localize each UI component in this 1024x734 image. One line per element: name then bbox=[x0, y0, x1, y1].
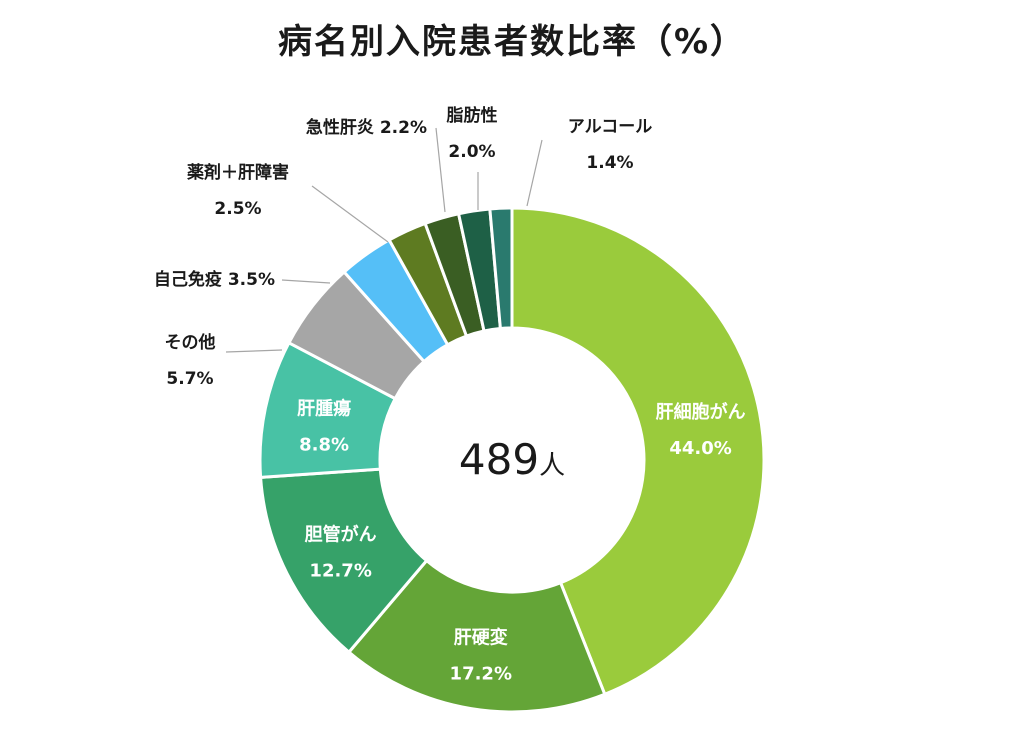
slice-label: その他 bbox=[165, 332, 216, 353]
slice-label: 肝細胞がん bbox=[656, 401, 746, 423]
leader-line bbox=[526, 139, 543, 207]
slice-value-label: 1.4% bbox=[586, 153, 633, 173]
slice-value-label: 44.0% bbox=[669, 438, 731, 459]
svg-text:489人: 489人 bbox=[459, 435, 565, 484]
donut-slice-10 bbox=[488, 206, 514, 331]
slice-value-label: 12.7% bbox=[309, 561, 371, 582]
slice-label: 自己免疫 3.5% bbox=[154, 269, 275, 290]
slice-value-label: 5.7% bbox=[166, 369, 213, 389]
slice-value-label: 2.5% bbox=[214, 199, 261, 219]
slice-label: 肝腫瘍 bbox=[297, 397, 351, 419]
leader-line bbox=[225, 349, 283, 353]
center-total-value: 489 bbox=[459, 435, 539, 484]
donut-slice-1 bbox=[510, 206, 766, 697]
slice-label: 急性肝炎 2.2% bbox=[306, 117, 427, 138]
leader-line bbox=[435, 127, 446, 213]
chart-title: 病名別入院患者数比率（%） bbox=[277, 22, 747, 62]
slice-label: 脂肪性 bbox=[447, 105, 498, 126]
slice-value-label: 2.0% bbox=[448, 142, 495, 162]
leader-line bbox=[311, 185, 389, 243]
slice-label: 薬剤＋肝障害 bbox=[187, 162, 289, 183]
leader-line bbox=[281, 279, 331, 284]
slice-label: アルコール bbox=[568, 117, 653, 137]
slice-label: 肝硬変 bbox=[454, 626, 508, 648]
center-total-unit: 人 bbox=[539, 451, 565, 481]
slice-value-label: 17.2% bbox=[450, 663, 512, 684]
slice-label: 胆管がん bbox=[304, 524, 377, 546]
donut-slice-2 bbox=[346, 558, 607, 714]
slice-value-label: 8.8% bbox=[299, 434, 349, 455]
